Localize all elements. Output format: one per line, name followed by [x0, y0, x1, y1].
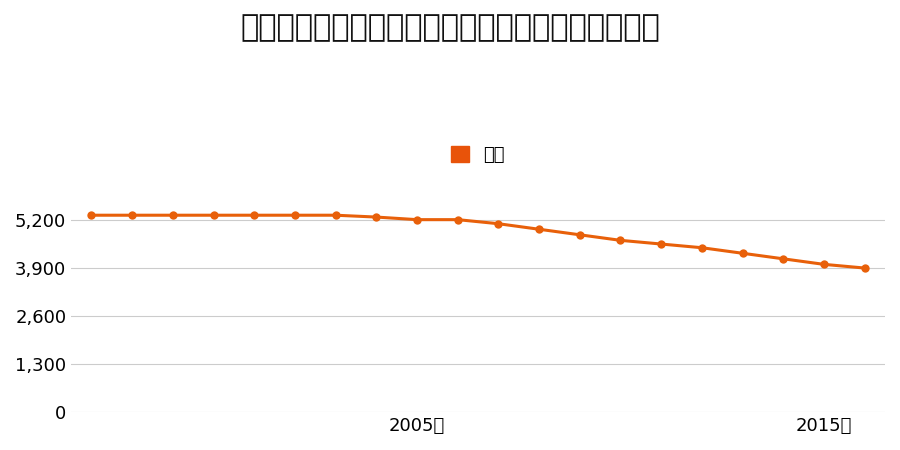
- Text: 北海道中川郡豊頃町茂岩末広町１４０番の地価推移: 北海道中川郡豊頃町茂岩末広町１４０番の地価推移: [240, 14, 660, 42]
- Legend: 価格: 価格: [444, 138, 512, 171]
